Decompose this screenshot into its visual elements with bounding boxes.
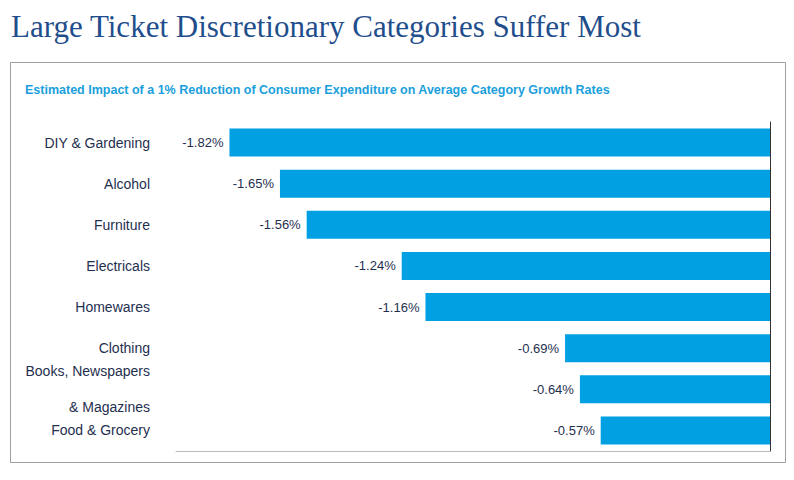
svg-text:Electricals: Electricals xyxy=(86,258,150,274)
svg-text:-1.56%: -1.56% xyxy=(259,217,301,232)
svg-text:-0.64%: -0.64% xyxy=(533,382,575,397)
svg-text:DIY & Gardening: DIY & Gardening xyxy=(44,135,150,151)
svg-text:Alcohol: Alcohol xyxy=(104,176,150,192)
svg-text:Homewares: Homewares xyxy=(75,299,150,315)
svg-text:Clothing: Clothing xyxy=(99,340,150,356)
svg-text:Large Ticket Discretionary Cat: Large Ticket Discretionary Categories Su… xyxy=(11,9,641,44)
svg-text:-0.57%: -0.57% xyxy=(554,423,596,438)
svg-text:-1.16%: -1.16% xyxy=(378,300,420,315)
svg-text:& Magazines: & Magazines xyxy=(69,399,150,415)
svg-text:-0.69%: -0.69% xyxy=(518,341,560,356)
svg-text:Books, Newspapers: Books, Newspapers xyxy=(25,363,150,379)
svg-text:Estimated Impact of a 1% Reduc: Estimated Impact of a 1% Reduction of Co… xyxy=(25,83,610,97)
svg-text:-1.65%: -1.65% xyxy=(233,176,275,191)
svg-text:Furniture: Furniture xyxy=(94,217,150,233)
svg-text:-1.82%: -1.82% xyxy=(182,135,224,150)
svg-text:Food & Grocery: Food & Grocery xyxy=(51,422,150,438)
svg-text:-1.24%: -1.24% xyxy=(355,258,397,273)
